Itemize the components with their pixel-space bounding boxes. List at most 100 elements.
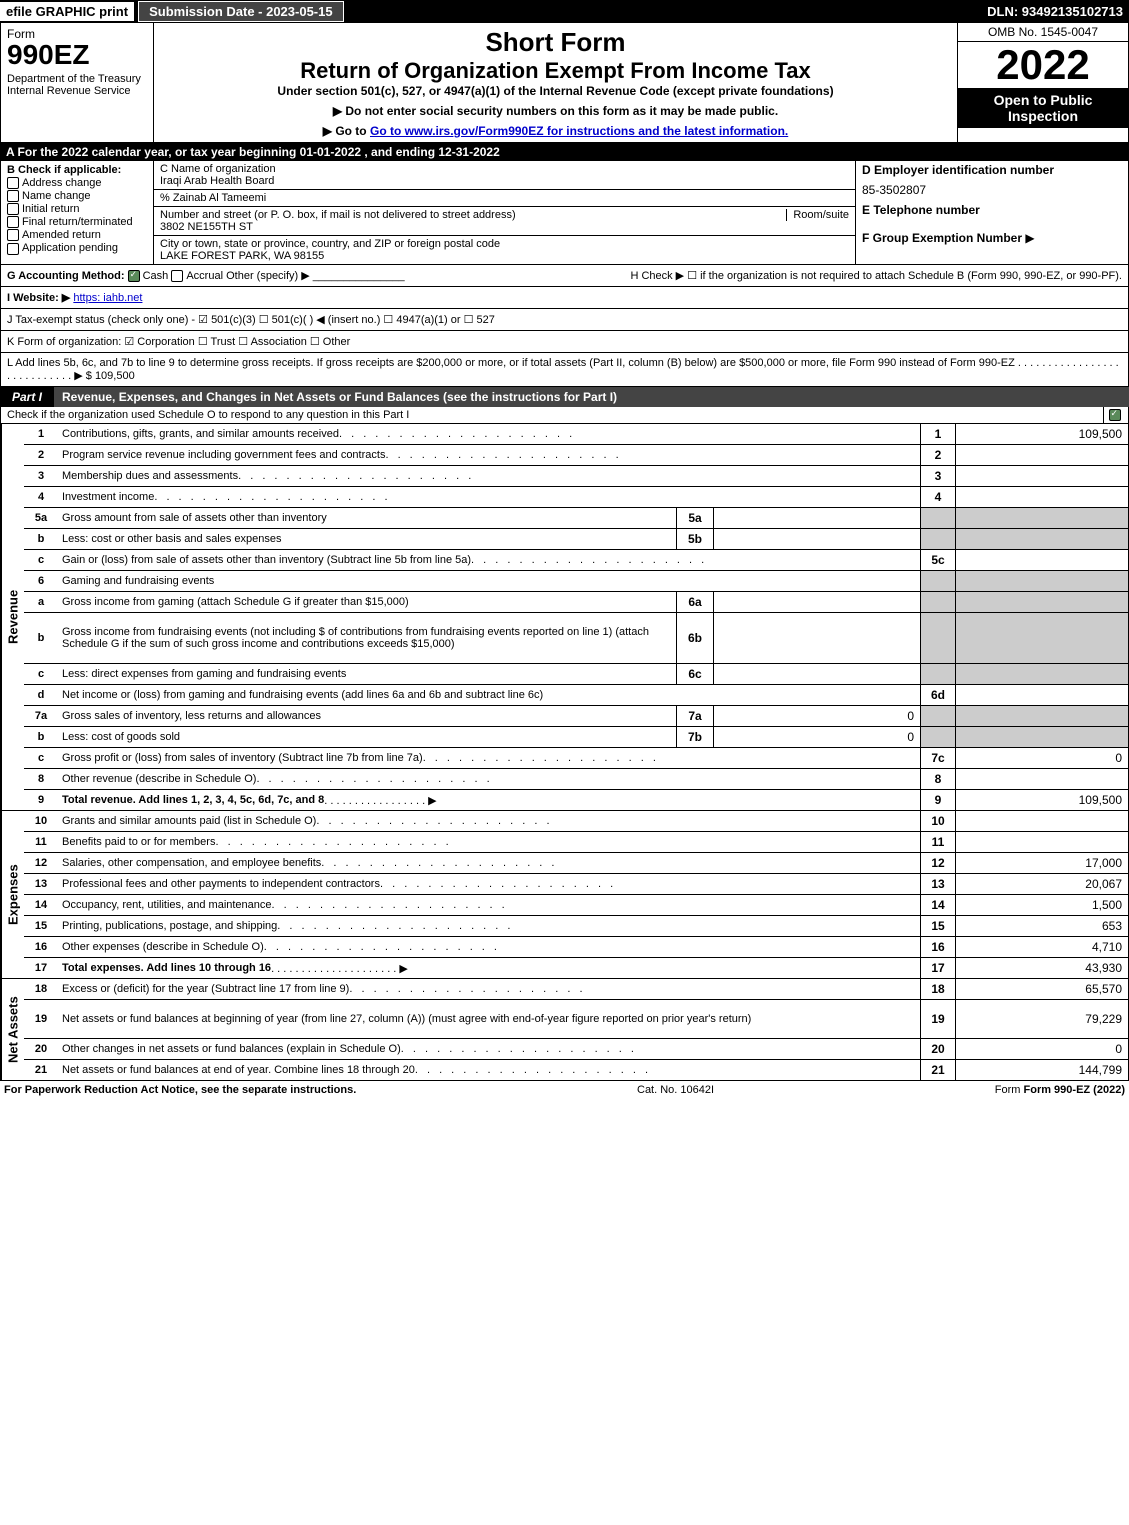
inner-box: 5a [676,508,714,528]
org-name: Iraqi Arab Health Board [160,175,849,187]
top-bar: efile GRAPHIC print Submission Date - 20… [0,0,1129,22]
line-19: 19 Net assets or fund balances at beginn… [24,1000,1128,1039]
line-ref: 7c [920,748,955,768]
line-desc: Gross profit or (loss) from sales of inv… [58,748,920,768]
line-num: c [24,550,58,570]
line-ref: 15 [920,916,955,936]
org-name-box: C Name of organization Iraqi Arab Health… [154,161,855,190]
line-num: 19 [24,1000,58,1038]
goto-link[interactable]: Go to Go to www.irs.gov/Form990EZ for in… [160,124,951,138]
inner-val: 0 [714,706,920,726]
expenses-lines: 10 Grants and similar amounts paid (list… [24,811,1128,978]
line-desc: Program service revenue including govern… [58,445,920,465]
line-ref: 6d [920,685,955,705]
line-ref-shaded [920,571,955,591]
line-ref: 1 [920,424,955,444]
line-5c: c Gain or (loss) from sale of assets oth… [24,550,1128,571]
section-h: H Check ▶ ☐ if the organization is not r… [445,269,1122,282]
check-final[interactable]: Final return/terminated [7,216,147,228]
total-expenses-label: Total expenses. Add lines 10 through 16 [62,962,271,974]
line-desc: Net assets or fund balances at beginning… [58,1000,920,1038]
addr-box: Number and street (or P. O. box, if mail… [154,207,855,236]
line-ref: 20 [920,1039,955,1059]
line-ref: 12 [920,853,955,873]
other-label: Other (specify) [226,270,298,282]
check-amended[interactable]: Amended return [7,229,147,241]
line-ref: 13 [920,874,955,894]
line-ref: 14 [920,895,955,915]
line-num: 8 [24,769,58,789]
section-a: A For the 2022 calendar year, or tax yea… [0,143,1129,161]
check-address[interactable]: Address change [7,177,147,189]
part1-header: Part I Revenue, Expenses, and Changes in… [0,387,1129,407]
website-link[interactable]: https: iahb.net [73,292,142,304]
line-ref: 5c [920,550,955,570]
line-num: 13 [24,874,58,894]
line-num: 5a [24,508,58,528]
tel-label: E Telephone number [862,203,980,217]
section-b: B Check if applicable: Address change Na… [1,161,153,264]
line-num: 2 [24,445,58,465]
inner-box: 6b [676,613,714,663]
line-num: 21 [24,1060,58,1080]
line-amount: 1,500 [955,895,1128,915]
part1-checknote-row: Check if the organization used Schedule … [0,407,1129,424]
line-amount: 4,710 [955,937,1128,957]
revenue-side-label: Revenue [1,424,24,810]
inner-val [714,508,920,528]
line-ref: 17 [920,958,955,978]
line-amount [955,811,1128,831]
check-final-label: Final return/terminated [22,216,133,228]
short-form-title: Short Form [160,27,951,58]
line-2: 2 Program service revenue including gove… [24,445,1128,466]
section-l: L Add lines 5b, 6c, and 7b to line 9 to … [0,353,1129,387]
line-ref: 3 [920,466,955,486]
line-desc: Other expenses (describe in Schedule O) [58,937,920,957]
omb-number: OMB No. 1545-0047 [958,23,1128,42]
page-footer: For Paperwork Reduction Act Notice, see … [0,1081,1129,1099]
line-num: 4 [24,487,58,507]
line-num: 15 [24,916,58,936]
line-5a: 5a Gross amount from sale of assets othe… [24,508,1128,529]
line-desc: Gaming and fundraising events [58,571,920,591]
line-desc: Benefits paid to or for members [58,832,920,852]
line-num: 12 [24,853,58,873]
check-pending[interactable]: Application pending [7,242,147,254]
inner-box: 7b [676,727,714,747]
accounting-label: G Accounting Method: [7,270,125,282]
line-9: 9 Total revenue. Add lines 1, 2, 3, 4, 5… [24,790,1128,810]
line-desc: Contributions, gifts, grants, and simila… [58,424,920,444]
line-desc: Gain or (loss) from sale of assets other… [58,550,920,570]
line-ref: 2 [920,445,955,465]
line-desc: Occupancy, rent, utilities, and maintena… [58,895,920,915]
expenses-section: Expenses 10 Grants and similar amounts p… [0,811,1129,979]
tax-year: 2022 [958,42,1128,88]
line-amount: 20,067 [955,874,1128,894]
header-left: Form 990EZ Department of the Treasury In… [1,23,154,142]
gross-receipts: $ 109,500 [86,370,135,382]
line-amount: 65,570 [955,979,1128,999]
check-pending-label: Application pending [22,242,118,254]
check-amended-label: Amended return [22,229,101,241]
section-g: G Accounting Method: Cash Accrual Other … [7,269,405,282]
line-desc: Gross income from gaming (attach Schedul… [58,592,676,612]
section-j: J Tax-exempt status (check only one) - ☑… [0,309,1129,331]
accrual-label: Accrual [186,270,223,282]
part1-title: Revenue, Expenses, and Changes in Net As… [54,387,1129,407]
check-initial[interactable]: Initial return [7,203,147,215]
section-k: K Form of organization: ☑ Corporation ☐ … [0,331,1129,353]
group-label: F Group Exemption Number [862,231,1022,245]
line-desc: Printing, publications, postage, and shi… [58,916,920,936]
goto-url[interactable]: Go to www.irs.gov/Form990EZ for instruct… [370,124,788,138]
line-3: 3 Membership dues and assessments 3 [24,466,1128,487]
line-amount: 0 [955,1039,1128,1059]
section-gh: G Accounting Method: Cash Accrual Other … [0,265,1129,287]
net-assets-lines: 18 Excess or (deficit) for the year (Sub… [24,979,1128,1080]
line-num: 11 [24,832,58,852]
line-amount [955,550,1128,570]
check-name[interactable]: Name change [7,190,147,202]
schedule-o-check[interactable] [1103,407,1128,423]
inner-val [714,529,920,549]
street-address: 3802 NE155TH ST [160,221,849,233]
line-ref-shaded [920,529,955,549]
